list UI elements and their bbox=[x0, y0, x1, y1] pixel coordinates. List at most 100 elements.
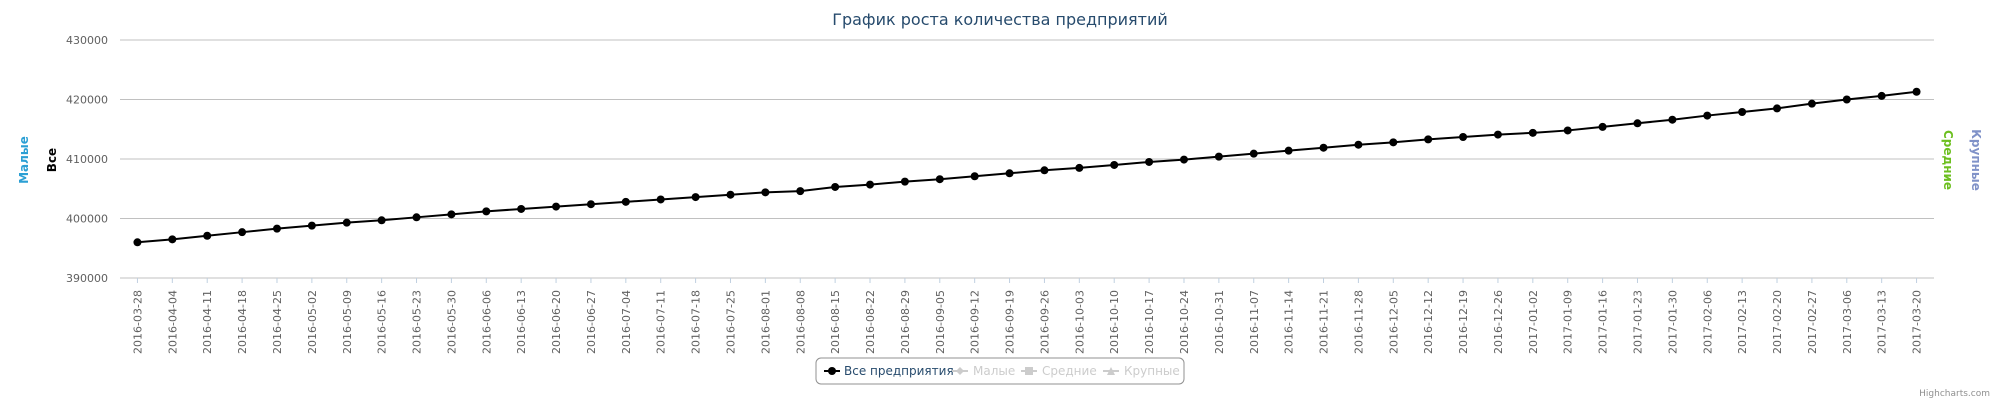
chart-title: График роста количества предприятий bbox=[832, 10, 1168, 29]
data-point[interactable] bbox=[866, 180, 875, 189]
x-tick-label: 2016-10-31 bbox=[1213, 290, 1226, 354]
y-axis-title-large: Крупные bbox=[1969, 129, 1983, 191]
data-point[interactable] bbox=[761, 188, 770, 197]
data-point[interactable] bbox=[1249, 149, 1258, 158]
x-tick-label: 2016-09-19 bbox=[1004, 290, 1017, 354]
credits-link[interactable]: Highcharts.com bbox=[1919, 389, 1990, 399]
x-tick-label: 2016-08-29 bbox=[899, 290, 912, 354]
data-point[interactable] bbox=[1598, 122, 1607, 131]
data-point[interactable] bbox=[1842, 95, 1851, 104]
data-point[interactable] bbox=[1668, 115, 1677, 124]
x-tick-label: 2016-06-06 bbox=[480, 290, 493, 354]
data-point[interactable] bbox=[1005, 169, 1014, 178]
data-point[interactable] bbox=[412, 213, 421, 222]
x-tick-label: 2016-07-25 bbox=[724, 290, 737, 354]
x-tick-label: 2016-10-03 bbox=[1073, 290, 1086, 354]
data-point[interactable] bbox=[1110, 160, 1119, 169]
x-tick-label: 2016-04-18 bbox=[236, 290, 249, 354]
x-tick-label: 2016-09-26 bbox=[1038, 290, 1051, 354]
data-point[interactable] bbox=[726, 190, 735, 199]
data-point[interactable] bbox=[1773, 104, 1782, 113]
y-axis-title-small: Малые bbox=[17, 136, 31, 184]
data-point[interactable] bbox=[586, 200, 595, 209]
legend-marker-small bbox=[956, 367, 964, 375]
x-tick-label: 2016-12-19 bbox=[1457, 290, 1470, 354]
data-point[interactable] bbox=[1424, 135, 1433, 144]
data-point[interactable] bbox=[900, 177, 909, 186]
x-tick-label: 2016-08-22 bbox=[864, 290, 877, 354]
legend-item-medium[interactable]: Средние bbox=[1021, 364, 1097, 378]
data-point[interactable] bbox=[1807, 99, 1816, 108]
x-tick-label: 2016-11-07 bbox=[1248, 290, 1261, 354]
data-point[interactable] bbox=[1075, 163, 1084, 172]
legend-item-small[interactable]: Малые bbox=[952, 364, 1015, 378]
data-point[interactable] bbox=[1319, 143, 1328, 152]
data-point[interactable] bbox=[1214, 152, 1223, 161]
data-point[interactable] bbox=[1912, 87, 1921, 96]
x-tick-label: 2016-12-05 bbox=[1387, 290, 1400, 354]
data-point[interactable] bbox=[447, 210, 456, 219]
legend-marker-medium bbox=[1025, 367, 1033, 375]
data-point[interactable] bbox=[1389, 138, 1398, 147]
data-point[interactable] bbox=[1179, 155, 1188, 164]
x-tick-label: 2016-08-08 bbox=[794, 290, 807, 354]
x-tick-label: 2017-02-13 bbox=[1736, 290, 1749, 354]
data-point[interactable] bbox=[621, 197, 630, 206]
x-tick-label: 2016-08-01 bbox=[759, 290, 772, 354]
data-point[interactable] bbox=[1459, 132, 1468, 141]
data-point[interactable] bbox=[1563, 126, 1572, 135]
legend-item-large[interactable]: Крупные bbox=[1103, 364, 1180, 378]
data-point[interactable] bbox=[935, 175, 944, 184]
x-tick-label: 2016-12-26 bbox=[1492, 290, 1505, 354]
x-tick-label: 2016-05-09 bbox=[341, 290, 354, 354]
data-point[interactable] bbox=[307, 221, 316, 230]
data-point[interactable] bbox=[1040, 166, 1049, 175]
data-point[interactable] bbox=[203, 231, 212, 240]
legend-marker-all bbox=[828, 367, 836, 375]
data-point[interactable] bbox=[517, 204, 526, 213]
y-tick-label: 410000 bbox=[66, 153, 108, 166]
data-point[interactable] bbox=[656, 195, 665, 204]
data-point[interactable] bbox=[1703, 111, 1712, 120]
x-tick-label: 2017-01-09 bbox=[1562, 290, 1575, 354]
data-point[interactable] bbox=[1145, 157, 1154, 166]
data-point[interactable] bbox=[970, 172, 979, 181]
x-tick-label: 2016-07-11 bbox=[655, 290, 668, 354]
data-point[interactable] bbox=[238, 228, 247, 237]
x-tick-label: 2016-09-05 bbox=[934, 290, 947, 354]
y-tick-label: 430000 bbox=[66, 34, 108, 47]
x-tick-label: 2016-05-16 bbox=[376, 290, 389, 354]
data-point[interactable] bbox=[377, 216, 386, 225]
data-point[interactable] bbox=[831, 182, 840, 191]
data-point[interactable] bbox=[168, 235, 177, 244]
data-point[interactable] bbox=[552, 202, 561, 211]
legend-item-all[interactable]: Все предприятия bbox=[824, 364, 954, 378]
x-tick-label: 2017-01-02 bbox=[1527, 290, 1540, 354]
x-tick-label: 2016-05-23 bbox=[411, 290, 424, 354]
data-point[interactable] bbox=[272, 224, 281, 233]
data-point[interactable] bbox=[1354, 140, 1363, 149]
data-point[interactable] bbox=[1633, 119, 1642, 128]
series-line-all bbox=[137, 90, 1917, 244]
y-tick-label: 400000 bbox=[66, 213, 108, 226]
data-point[interactable] bbox=[1738, 107, 1747, 116]
data-point[interactable] bbox=[342, 218, 351, 227]
y-axis-title-medium: Средние bbox=[1941, 130, 1955, 190]
x-tick-label: 2017-02-06 bbox=[1701, 290, 1714, 354]
x-tick-label: 2016-11-28 bbox=[1352, 290, 1365, 354]
x-tick-label: 2017-03-13 bbox=[1876, 290, 1889, 354]
x-tick-label: 2016-10-17 bbox=[1143, 290, 1156, 354]
legend-label-small: Малые bbox=[973, 364, 1015, 378]
y-tick-label: 390000 bbox=[66, 272, 108, 285]
data-point[interactable] bbox=[133, 238, 142, 247]
data-point[interactable] bbox=[691, 193, 700, 202]
data-point[interactable] bbox=[796, 187, 805, 196]
x-tick-label: 2016-11-14 bbox=[1283, 290, 1296, 354]
data-point[interactable] bbox=[1284, 146, 1293, 155]
x-tick-label: 2016-11-21 bbox=[1318, 290, 1331, 354]
data-point[interactable] bbox=[482, 207, 491, 216]
data-point[interactable] bbox=[1528, 128, 1537, 137]
data-point[interactable] bbox=[1493, 130, 1502, 139]
data-point[interactable] bbox=[1877, 91, 1886, 100]
